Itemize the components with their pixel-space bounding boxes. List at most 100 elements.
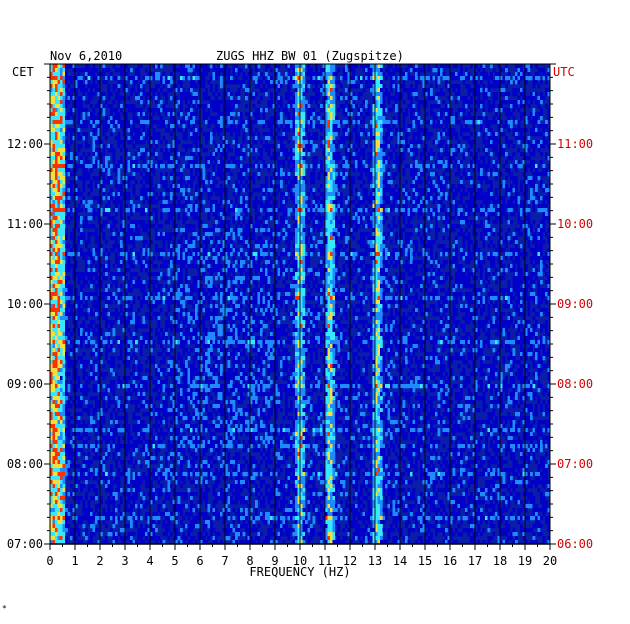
heatmap-cell bbox=[517, 192, 521, 197]
heatmap-cell bbox=[300, 228, 303, 233]
heatmap-cell bbox=[325, 228, 328, 233]
heatmap-cell bbox=[447, 140, 451, 145]
heatmap-cell bbox=[320, 124, 323, 129]
heatmap-cell bbox=[472, 228, 476, 233]
heatmap-cell bbox=[55, 160, 58, 165]
heatmap-cell bbox=[122, 128, 126, 133]
heatmap-cell bbox=[215, 116, 218, 121]
heatmap-cell bbox=[495, 160, 498, 165]
heatmap-cell bbox=[55, 72, 58, 77]
heatmap-cell bbox=[487, 224, 491, 229]
heatmap-cell bbox=[205, 96, 208, 101]
heatmap-cell bbox=[170, 160, 173, 165]
heatmap-cell bbox=[302, 88, 306, 93]
heatmap-cell bbox=[72, 76, 76, 81]
heatmap-cell bbox=[465, 208, 468, 213]
heatmap-cell bbox=[382, 160, 386, 165]
heatmap-cell bbox=[57, 172, 61, 177]
heatmap-cell bbox=[90, 208, 93, 213]
heatmap-cell bbox=[447, 96, 451, 101]
heatmap-cell bbox=[467, 212, 471, 217]
heatmap-cell bbox=[332, 204, 336, 209]
heatmap-cell bbox=[57, 192, 61, 197]
heatmap-cell bbox=[532, 204, 536, 209]
heatmap-cell bbox=[397, 112, 401, 117]
heatmap-cell bbox=[377, 64, 381, 69]
heatmap-cell bbox=[72, 192, 76, 197]
heatmap-cell bbox=[180, 104, 183, 109]
heatmap-cell bbox=[347, 156, 351, 161]
heatmap-cell bbox=[65, 132, 68, 137]
heatmap-cell bbox=[472, 196, 476, 201]
heatmap-cell bbox=[112, 128, 116, 133]
heatmap-cell bbox=[147, 200, 151, 205]
heatmap-cell bbox=[267, 100, 271, 105]
heatmap-cell bbox=[85, 108, 88, 113]
heatmap-cell bbox=[537, 104, 541, 109]
heatmap-cell bbox=[482, 100, 486, 105]
heatmap-cell bbox=[450, 148, 453, 153]
heatmap-cell bbox=[222, 212, 226, 217]
heatmap-cell bbox=[215, 216, 218, 221]
heatmap-cell bbox=[280, 152, 283, 157]
heatmap-cell bbox=[95, 84, 98, 89]
heatmap-cell bbox=[260, 184, 263, 189]
heatmap-cell bbox=[130, 104, 133, 109]
heatmap-cell bbox=[402, 128, 406, 133]
heatmap-cell bbox=[285, 64, 288, 69]
heatmap-cell bbox=[422, 84, 426, 89]
heatmap-cell bbox=[340, 196, 343, 201]
heatmap-cell bbox=[265, 200, 268, 205]
heatmap-cell bbox=[347, 104, 351, 109]
heatmap-cell bbox=[525, 80, 528, 85]
heatmap-cell bbox=[192, 124, 196, 129]
heatmap-cell bbox=[515, 132, 518, 137]
heatmap-cell bbox=[215, 188, 218, 193]
heatmap-cell bbox=[485, 192, 488, 197]
heatmap-cell bbox=[282, 144, 286, 149]
heatmap-cell bbox=[492, 144, 496, 149]
heatmap-cell bbox=[102, 92, 106, 97]
heatmap-cell bbox=[337, 140, 341, 145]
heatmap-cell bbox=[257, 108, 261, 113]
heatmap-cell bbox=[202, 92, 206, 97]
heatmap-cell bbox=[115, 112, 118, 117]
heatmap-cell bbox=[392, 84, 396, 89]
heatmap-cell bbox=[117, 124, 121, 129]
heatmap-cell bbox=[345, 180, 348, 185]
heatmap-cell bbox=[222, 140, 226, 145]
heatmap-cell bbox=[52, 64, 56, 69]
heatmap-cell bbox=[195, 164, 198, 169]
heatmap-cell bbox=[57, 160, 61, 165]
heatmap-cell bbox=[122, 96, 126, 101]
heatmap-cell bbox=[162, 208, 166, 213]
heatmap-cell bbox=[105, 220, 108, 225]
heatmap-cell bbox=[327, 192, 331, 197]
heatmap-cell bbox=[100, 108, 103, 113]
heatmap-cell bbox=[545, 204, 548, 209]
heatmap-cell bbox=[157, 120, 161, 125]
heatmap-cell bbox=[430, 88, 433, 93]
heatmap-cell bbox=[350, 224, 353, 229]
heatmap-cell bbox=[487, 92, 491, 97]
heatmap-cell bbox=[325, 96, 328, 101]
heatmap-cell bbox=[165, 184, 168, 189]
heatmap-cell bbox=[62, 104, 66, 109]
heatmap-cell bbox=[265, 88, 268, 93]
heatmap-cell bbox=[405, 196, 408, 201]
heatmap-cell bbox=[175, 224, 178, 229]
heatmap-cell bbox=[110, 108, 113, 113]
heatmap-cell bbox=[432, 200, 436, 205]
heatmap-cell bbox=[412, 176, 416, 181]
heatmap-cell bbox=[222, 112, 226, 117]
heatmap-cell bbox=[505, 140, 508, 145]
heatmap-cell bbox=[415, 72, 418, 77]
heatmap-cell bbox=[277, 72, 281, 77]
heatmap-cell bbox=[460, 64, 463, 69]
heatmap-cell bbox=[252, 112, 256, 117]
heatmap-cell bbox=[255, 116, 258, 121]
heatmap-cell bbox=[220, 172, 223, 177]
heatmap-cell bbox=[165, 128, 168, 133]
heatmap-cell bbox=[75, 192, 78, 197]
heatmap-cell bbox=[225, 128, 228, 133]
